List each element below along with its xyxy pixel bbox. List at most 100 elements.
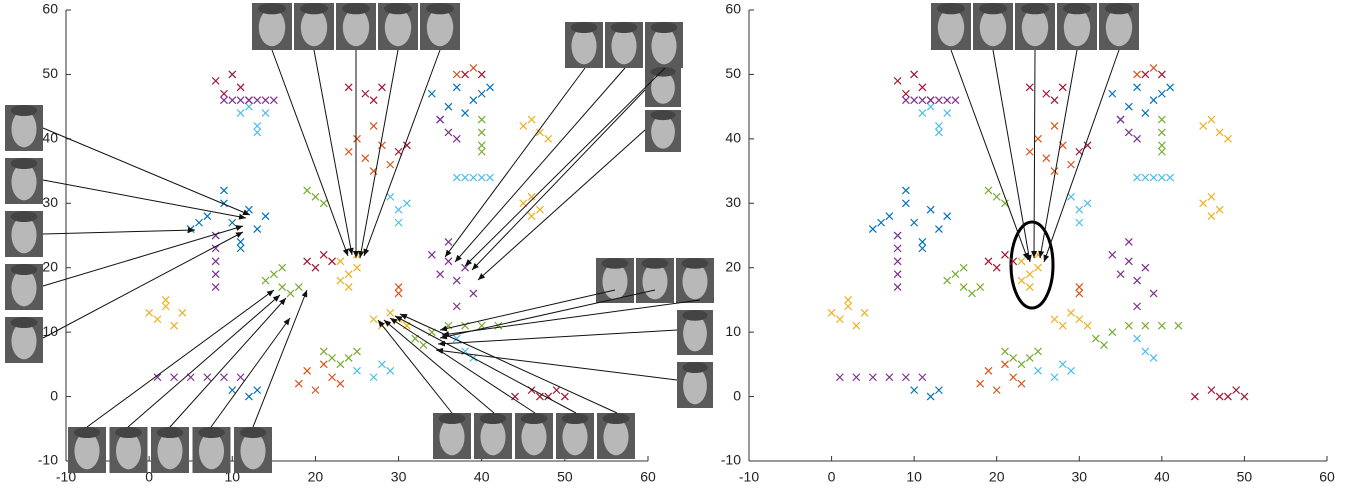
point — [1075, 289, 1084, 298]
point — [1025, 283, 1034, 291]
point — [535, 128, 544, 137]
x-tick-label: 40 — [474, 469, 490, 485]
point — [1157, 141, 1166, 150]
arrow — [950, 49, 1029, 261]
point — [311, 192, 320, 201]
x-tick-label: 10 — [906, 469, 922, 485]
y-tick-label: 20 — [725, 258, 741, 274]
face-thumbnail — [420, 3, 460, 50]
face — [651, 71, 675, 104]
point — [344, 147, 353, 156]
point — [319, 347, 328, 356]
arrow — [127, 294, 281, 428]
point — [452, 302, 461, 311]
point — [178, 308, 187, 317]
point — [220, 96, 228, 105]
point — [1149, 173, 1158, 182]
face-thumbnail — [294, 3, 334, 50]
face-thumbnail — [5, 158, 43, 204]
face — [384, 8, 412, 47]
hair — [602, 413, 630, 425]
point — [544, 134, 553, 143]
point — [1157, 70, 1166, 79]
point — [976, 283, 985, 291]
point — [1141, 109, 1150, 118]
point — [1001, 360, 1009, 369]
point — [1149, 289, 1158, 298]
point — [893, 76, 902, 85]
point — [220, 186, 228, 195]
face-thumbnail — [605, 22, 643, 68]
y-tick-label: 50 — [725, 65, 741, 81]
face — [979, 8, 1007, 47]
point — [1174, 321, 1183, 330]
point — [1050, 96, 1059, 105]
face-thumbnail — [645, 22, 683, 68]
face — [258, 8, 286, 47]
point — [992, 386, 1001, 395]
point — [918, 83, 927, 92]
face-thumbnail — [1099, 3, 1139, 50]
point — [336, 257, 345, 266]
point — [1075, 205, 1084, 214]
x-tick-label: 50 — [557, 469, 573, 485]
point — [926, 392, 935, 401]
arrow — [1031, 49, 1038, 259]
face-thumbnail — [676, 258, 714, 303]
face — [240, 432, 266, 470]
point — [369, 122, 378, 130]
point — [1124, 238, 1133, 246]
point — [1199, 199, 1208, 208]
point — [461, 173, 470, 182]
point — [1025, 147, 1034, 156]
point — [1207, 386, 1216, 395]
x-tick-label: 60 — [1319, 469, 1335, 485]
point — [827, 308, 836, 317]
arrow — [1043, 49, 1120, 263]
y-tick-label: 60 — [42, 1, 58, 17]
point — [1223, 134, 1232, 143]
point — [1050, 373, 1059, 382]
point — [1025, 270, 1034, 279]
point — [486, 173, 494, 182]
point — [1083, 199, 1092, 208]
point — [1141, 263, 1150, 272]
point — [1017, 257, 1026, 266]
face-thumbnail — [1057, 3, 1097, 50]
point — [228, 70, 237, 79]
point — [394, 283, 403, 291]
face-thumbnail — [109, 427, 148, 473]
point — [328, 257, 336, 266]
point — [386, 366, 395, 375]
arrow — [252, 289, 308, 428]
point — [910, 70, 919, 79]
point — [336, 360, 345, 369]
point — [934, 225, 943, 233]
point — [901, 199, 910, 208]
hair — [1021, 3, 1049, 15]
point — [1215, 128, 1224, 137]
point — [984, 186, 993, 195]
face-thumbnail — [645, 110, 681, 152]
point — [361, 89, 370, 98]
point — [1166, 83, 1175, 92]
arrow — [464, 67, 666, 267]
point — [477, 147, 486, 156]
point — [236, 373, 245, 382]
point — [261, 109, 270, 118]
point — [844, 302, 853, 311]
point — [236, 109, 245, 118]
hair — [73, 427, 101, 439]
point — [918, 96, 927, 105]
hair — [520, 413, 548, 425]
point — [893, 283, 902, 291]
face — [1021, 8, 1049, 47]
point — [1223, 392, 1232, 401]
face-thumbnail — [252, 3, 292, 50]
point — [427, 89, 436, 98]
point — [918, 244, 927, 253]
point — [1042, 89, 1051, 98]
face — [562, 418, 588, 456]
point — [1034, 263, 1042, 272]
point — [852, 373, 861, 382]
